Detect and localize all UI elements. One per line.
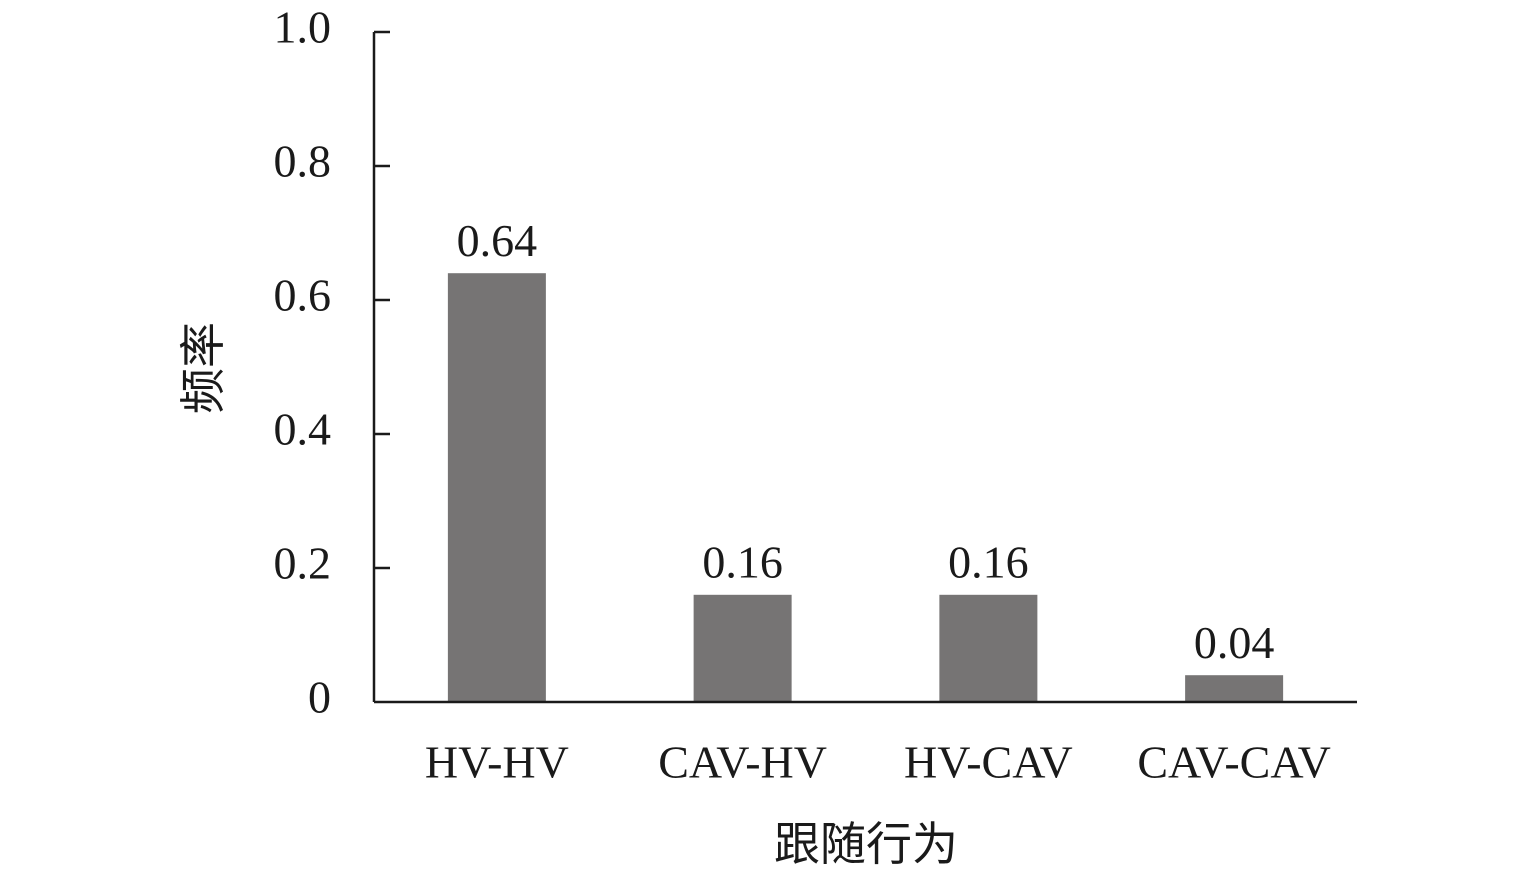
bars-group: 0.64 0.16 0.16 0.04 [447, 215, 1284, 702]
x-axis: HV-HV CAV-HV HV-CAV CAV-CAV [374, 700, 1357, 788]
x-tick-label-hv-cav: HV-CAV [904, 737, 1073, 788]
y-tick-label: 0.8 [274, 136, 332, 187]
bar-hv-cav [939, 594, 1038, 702]
y-tick-label: 0.6 [274, 270, 332, 321]
y-tick-label: 0 [308, 672, 331, 723]
bar-cav-cav [1185, 675, 1284, 702]
data-label-hv-hv: 0.64 [457, 215, 538, 266]
y-tick-label: 0.4 [274, 404, 332, 455]
x-tick-label-hv-hv: HV-HV [425, 737, 569, 788]
data-label-cav-cav: 0.04 [1194, 617, 1275, 668]
data-label-hv-cav: 0.16 [948, 536, 1029, 587]
data-label-cav-hv: 0.16 [702, 536, 783, 587]
bar-cav-hv [693, 594, 792, 702]
x-tick-label-cav-cav: CAV-CAV [1137, 737, 1330, 788]
x-axis-title: 跟随行为 [774, 817, 958, 871]
y-axis: 0 0.2 0.4 0.6 0.8 1.0 [274, 2, 390, 723]
x-tick-label-cav-hv: CAV-HV [658, 737, 827, 788]
y-tick-label: 0.2 [274, 538, 332, 589]
y-tick-label: 1.0 [274, 2, 332, 53]
bar-hv-hv [447, 273, 546, 702]
y-axis-title: 频率 [176, 322, 230, 414]
